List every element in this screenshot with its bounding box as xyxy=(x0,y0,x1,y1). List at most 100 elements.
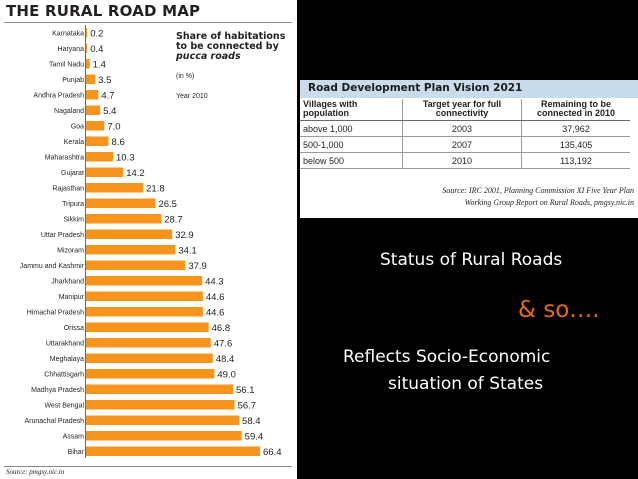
value-label: 49.0 xyxy=(217,369,236,380)
category-label: Rajasthan xyxy=(52,185,84,192)
plan-source-line-2: Working Group Report on Rural Roads, pmg… xyxy=(464,198,634,207)
caption-reflects: Reflects Socio-Economic xyxy=(343,347,551,367)
chart-source: Source: pmgsy.nic.in xyxy=(6,468,65,476)
legend-line-1: Share of habitations xyxy=(176,31,286,42)
bar xyxy=(86,245,176,255)
category-label: Chhattisgarh xyxy=(44,371,84,378)
chart-title: THE RURAL ROAD MAP xyxy=(6,2,201,20)
value-label: 56.1 xyxy=(236,385,255,396)
bar xyxy=(86,431,242,441)
bar xyxy=(86,136,109,146)
unit-label: (in %) xyxy=(176,73,195,80)
plan-source: Source: IRC 2001, Planning Commission XI… xyxy=(378,185,634,209)
table-row: below 500 2010 113,192 xyxy=(300,152,630,169)
bar xyxy=(86,152,113,162)
value-label: 0.2 xyxy=(90,28,103,39)
category-label: Jharkhand xyxy=(51,278,84,285)
table-cell: 2010 xyxy=(402,152,522,169)
caption-situation: situation of States xyxy=(388,374,544,394)
table-cell: 113,192 xyxy=(521,152,630,169)
title-divider xyxy=(4,22,292,23)
value-label: 4.7 xyxy=(101,90,114,101)
bar xyxy=(86,260,186,270)
bar xyxy=(86,90,99,100)
source-divider xyxy=(4,466,292,467)
bar xyxy=(86,369,215,379)
category-label: Kerala xyxy=(64,139,84,146)
category-label: Bihar xyxy=(68,449,85,456)
rural-road-map-panel: THE RURAL ROAD MAP Share of habitations … xyxy=(0,0,297,479)
table-cell: 500-1,000 xyxy=(300,136,403,153)
table-row: 500-1,000 2007 135,405 xyxy=(300,136,630,153)
category-label: Maharashtra xyxy=(45,154,84,161)
road-plan-table-panel: Road Development Plan Vision 2021 Villag… xyxy=(300,80,638,218)
table-cell: 2007 xyxy=(402,136,522,153)
legend-line-2: to be connected by xyxy=(176,41,279,52)
value-label: 32.9 xyxy=(175,230,194,241)
bar xyxy=(86,384,234,394)
bar xyxy=(86,446,260,456)
category-label: Assam xyxy=(63,433,85,440)
value-label: 14.2 xyxy=(126,168,145,179)
plan-source-line-1: Source: IRC 2001, Planning Commission XI… xyxy=(442,186,634,195)
bar xyxy=(86,415,240,425)
value-label: 44.6 xyxy=(206,307,225,318)
bar-chart: Karnataka 0.2 Haryana 0.4 Tamil Nadu 1.4 Punja… xyxy=(20,25,282,458)
value-label: 56.7 xyxy=(238,400,257,411)
value-label: 47.6 xyxy=(214,338,233,349)
caption-and-so: & so…. xyxy=(518,297,600,323)
category-label: Haryana xyxy=(58,46,85,53)
table-cell: 37,962 xyxy=(521,120,630,137)
bar xyxy=(86,105,101,115)
header-target-year: Target year for full connectivity xyxy=(402,99,522,121)
plan-header-row: Villages with population Target year for… xyxy=(300,99,630,121)
category-label: Arunachal Pradesh xyxy=(24,418,84,425)
category-label: Tripura xyxy=(62,201,84,208)
table-cell: 2003 xyxy=(402,120,522,137)
caption-status: Status of Rural Roads xyxy=(380,250,563,270)
bar xyxy=(86,291,203,301)
table-row: above 1,000 2003 37,962 xyxy=(300,120,630,137)
value-label: 21.8 xyxy=(146,183,165,194)
value-label: 7.0 xyxy=(107,121,120,132)
bar xyxy=(86,198,156,208)
bar xyxy=(86,307,203,317)
table-cell: 135,405 xyxy=(521,136,630,153)
header-villages: Villages with population xyxy=(300,99,403,121)
category-label: Madhya Pradesh xyxy=(31,387,84,394)
value-label: 0.4 xyxy=(90,44,103,55)
category-label: Meghalaya xyxy=(50,356,84,363)
category-label: Himachal Pradesh xyxy=(27,309,84,316)
category-label: Punjab xyxy=(62,77,84,84)
category-label: Jammu and Kashmir xyxy=(20,263,85,270)
category-label: Andhra Pradesh xyxy=(33,92,84,99)
year-label: Year 2010 xyxy=(176,93,208,100)
category-label: West Bengal xyxy=(44,402,84,409)
value-label: 1.4 xyxy=(93,59,106,70)
category-label: Tamil Nadu xyxy=(49,61,84,68)
value-label: 5.4 xyxy=(103,106,116,117)
category-label: Goa xyxy=(71,123,84,130)
category-label: Manipur xyxy=(59,294,85,301)
header-remaining: Remaining to be connected in 2010 xyxy=(521,99,630,121)
bar xyxy=(86,59,90,69)
legend-line-3: pucca roads xyxy=(176,51,241,62)
category-label: Uttar Pradesh xyxy=(41,232,84,239)
plan-title-bar: Road Development Plan Vision 2021 xyxy=(300,80,638,98)
value-label: 10.3 xyxy=(116,152,135,163)
bar xyxy=(86,353,213,363)
value-label: 34.1 xyxy=(178,245,197,256)
bar xyxy=(86,322,209,332)
chart-legend: Share of habitations to be connected by … xyxy=(176,32,294,62)
value-label: 46.8 xyxy=(212,323,231,334)
plan-title: Road Development Plan Vision 2021 xyxy=(308,82,523,94)
value-label: 59.4 xyxy=(245,431,263,442)
bar xyxy=(86,74,96,84)
category-label: Karnataka xyxy=(52,30,84,37)
value-label: 28.7 xyxy=(164,214,183,225)
bar xyxy=(86,400,235,410)
value-label: 44.6 xyxy=(206,292,225,303)
bar xyxy=(86,183,144,193)
value-label: 58.4 xyxy=(242,416,260,427)
category-label: Uttarakhand xyxy=(46,340,84,347)
